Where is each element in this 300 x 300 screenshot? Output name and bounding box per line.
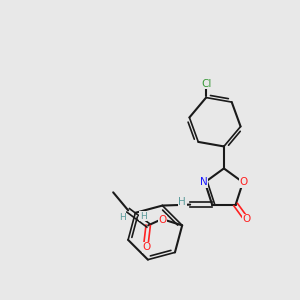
Text: H: H xyxy=(119,213,126,222)
Text: H: H xyxy=(140,212,147,221)
Text: O: O xyxy=(240,177,248,187)
Text: O: O xyxy=(242,214,250,224)
Text: H: H xyxy=(178,196,186,207)
Text: O: O xyxy=(142,242,150,252)
Text: Cl: Cl xyxy=(201,79,211,88)
Text: O: O xyxy=(158,215,166,225)
Text: N: N xyxy=(200,177,208,187)
